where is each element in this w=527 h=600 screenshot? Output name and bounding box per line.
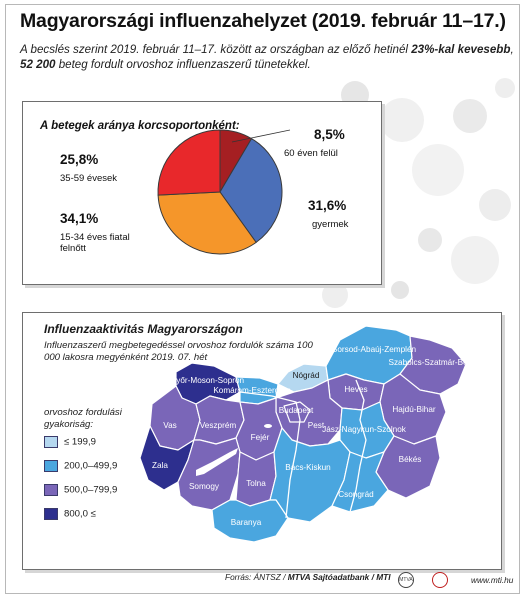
map-label-bacs: Bács-Kiskun <box>285 463 331 472</box>
map-label-gyor-1: Győr-Moson-Sopron <box>170 376 245 385</box>
map-label-jasz: Jász-Nagykun-Szolnok <box>322 425 407 434</box>
region-baranya <box>211 499 289 543</box>
pie-leader-line <box>231 129 291 143</box>
pie-label-pct-children: 31,6% <box>308 198 347 213</box>
map-label-pest: Pest <box>308 421 325 430</box>
river-tisza <box>349 379 367 513</box>
pie-label-over60: 60 éven felül <box>284 148 338 159</box>
map-title: Influenzaaktivitás Magyarországon <box>44 322 243 336</box>
region-budapest <box>283 401 311 423</box>
graphic-frame <box>5 4 520 594</box>
mti-logo-icon <box>432 572 448 588</box>
lake-balaton <box>196 448 238 476</box>
region-csongrad <box>331 451 389 513</box>
legend-item-lowest: ≤ 199,9 <box>44 436 96 450</box>
mtva-logo-icon: MTVA <box>398 572 414 588</box>
map-label-fejer: Fejér <box>251 433 270 442</box>
river-duna <box>239 391 301 519</box>
map-label-bekes: Békés <box>399 455 422 464</box>
lake-velence <box>264 424 272 428</box>
pie-slice-1 <box>219 137 283 244</box>
map-label-hajdu: Hajdú-Bihar <box>392 405 436 414</box>
map-label-heves: Heves <box>344 385 367 394</box>
intro-text: A becslés szerint 2019. február 11–17. k… <box>20 43 514 71</box>
pie-title: A betegek aránya korcsoportonként: <box>40 120 240 132</box>
legend-item-low: 200,0–499,9 <box>44 460 117 474</box>
map-label-zala: Zala <box>152 461 168 470</box>
map-subtitle: Influenzaszerű megbetegedéssel orvoshoz … <box>44 340 313 363</box>
source-credit: Forrás: ÁNTSZ / MTVA Sajtóadatbank / MTI <box>225 572 391 582</box>
legend-item-medium: 500,0–799,9 <box>44 484 117 498</box>
pie-label-pct-15-34: 34,1% <box>60 211 99 226</box>
legend-swatch <box>44 508 58 520</box>
map-label-veszprem: Veszprém <box>200 421 237 430</box>
map-label-borsod: Borsod-Abaúj-Zemplén <box>332 345 417 354</box>
intro-highlight-decrease: 23%-kal kevesebb <box>411 43 511 56</box>
pie-slice-3 <box>157 129 221 196</box>
pie-label-children: gyermek <box>312 219 349 230</box>
map-label-budapest: Budapest <box>279 406 314 415</box>
map-label-nograd: Nógrád <box>293 371 320 380</box>
legend-swatch <box>44 484 58 496</box>
map-legend-title: orvoshoz fordulási gyakoriság: <box>44 407 122 430</box>
map-label-komarom: Komárom-Esztergom <box>213 386 291 395</box>
intro-highlight-count: 52 200 <box>20 58 56 71</box>
map-label-somogy: Somogy <box>189 482 220 491</box>
map-label-vas: Vas <box>163 421 177 430</box>
pie-slice-2 <box>157 191 257 255</box>
pie-label-15-34: 15-34 éves fiatal felnőtt <box>60 232 130 254</box>
pie-label-pct-over60: 8,5% <box>314 127 345 142</box>
website-link[interactable]: www.mti.hu <box>471 575 514 585</box>
map-label-tolna: Tolna <box>246 479 266 488</box>
legend-swatch <box>44 436 58 448</box>
pie-label-pct-35-59: 25,8% <box>60 152 99 167</box>
pie-label-35-59: 35-59 évesek <box>60 173 118 184</box>
page-title: Magyarországi influenzahelyzet (2019. fe… <box>20 10 506 32</box>
map-label-baranya: Baranya <box>231 518 262 527</box>
legend-swatch <box>44 460 58 472</box>
map-label-csongrad: Csongrád <box>338 490 374 499</box>
legend-item-high: 800,0 ≤ <box>44 508 96 522</box>
map-label-szabolcs: Szabolcs-Szatmár-Bereg <box>388 358 479 367</box>
